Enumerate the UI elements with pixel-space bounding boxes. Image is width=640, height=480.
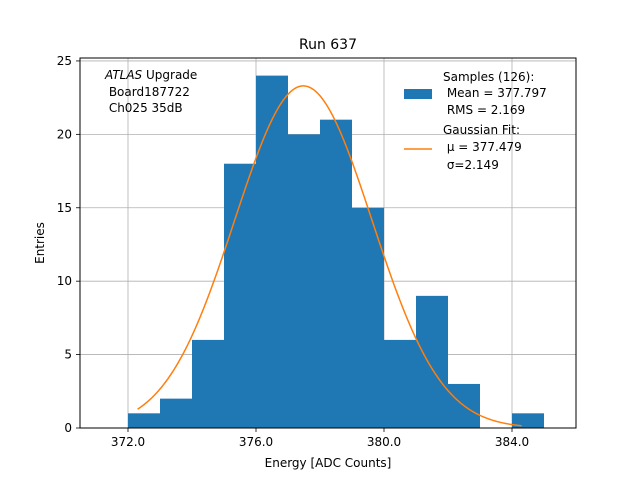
x-tick-label: 372.0 — [111, 435, 145, 449]
y-tick-label: 0 — [64, 421, 72, 435]
y-tick-label: 20 — [57, 127, 72, 141]
histogram-bar — [288, 134, 320, 428]
chart-title: Run 637 — [299, 37, 357, 53]
legend-hist-line-1: Samples (126): — [443, 70, 534, 84]
histogram-bar — [160, 398, 192, 428]
histogram-bar — [192, 339, 224, 428]
y-tick-label: 5 — [64, 348, 72, 362]
histogram-bar — [352, 207, 384, 428]
annotation-box: ATLAS Upgrade Board187722 Ch025 35dB — [104, 68, 197, 115]
legend-hist-swatch — [404, 89, 432, 99]
histogram-bar — [416, 295, 448, 428]
histogram-bar — [224, 163, 256, 428]
y-tick-label: 10 — [57, 274, 72, 288]
gaussian-fit-curve — [137, 85, 522, 427]
y-tick-label: 25 — [57, 54, 72, 68]
plot-frame — [79, 57, 577, 429]
x-axis-ticks: 372.0 376.0 380.0 384.0 — [111, 428, 529, 449]
histogram-bars — [128, 75, 544, 429]
histogram-bar — [256, 75, 288, 428]
annotation-line-2: Board187722 — [105, 85, 190, 99]
x-tick-label: 384.0 — [495, 435, 529, 449]
histogram-bar — [320, 119, 352, 429]
histogram-bar — [512, 413, 544, 428]
annotation-line-3: Ch025 35dB — [105, 101, 183, 115]
y-axis-label: Entries — [33, 222, 47, 264]
y-tick-label: 15 — [57, 201, 72, 215]
legend-fit-line-2: μ = 377.479 — [443, 140, 522, 154]
annotation-line-1: ATLAS Upgrade — [104, 68, 197, 82]
y-axis-ticks: 0 5 10 15 20 25 — [57, 54, 80, 435]
legend-fit-line-3: σ=2.149 — [443, 158, 499, 172]
x-axis-label: Energy [ADC Counts] — [265, 456, 392, 470]
legend-fit-line-1: Gaussian Fit: — [443, 123, 520, 137]
x-tick-label: 380.0 — [367, 435, 401, 449]
histogram-bar — [384, 339, 416, 428]
legend-hist-line-3: RMS = 2.169 — [443, 103, 525, 117]
legend: Samples (126): Mean = 377.797 RMS = 2.16… — [404, 70, 547, 172]
legend-hist-line-2: Mean = 377.797 — [443, 86, 547, 100]
x-tick-label: 376.0 — [239, 435, 273, 449]
histogram-bar — [128, 413, 160, 428]
